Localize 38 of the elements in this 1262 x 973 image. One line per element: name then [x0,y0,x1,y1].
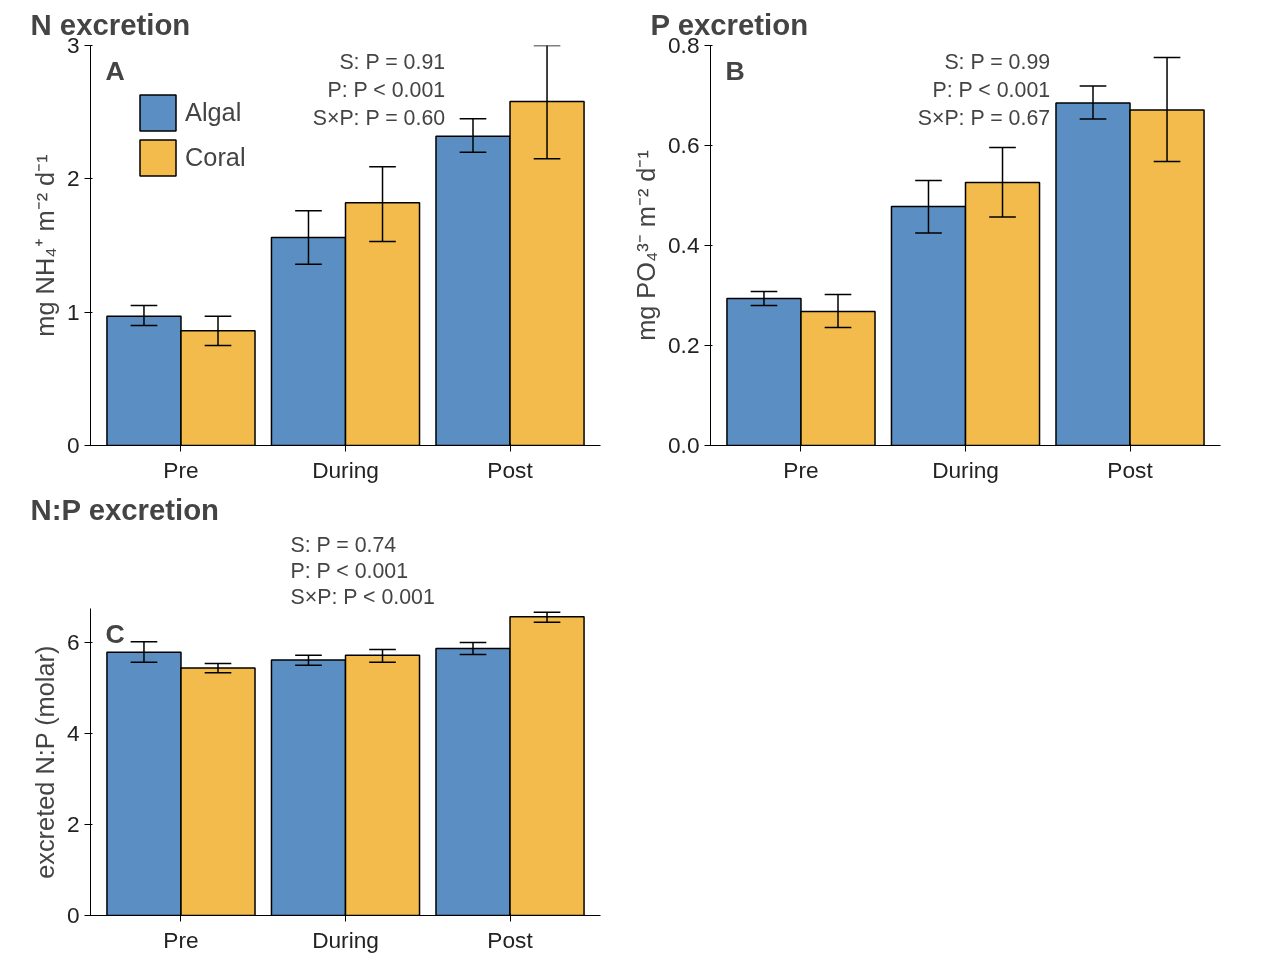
y-tick-label: 1 [66,298,80,325]
annotation: B [725,55,745,86]
x-tick-label: Pre [163,456,199,483]
y-tick-label: 2 [66,811,80,838]
x-tick-label: During [312,926,379,953]
annotation: S×P: P = 0.60 [312,105,446,130]
x-tick-label: Post [1107,456,1154,483]
x-tick-label: Pre [783,456,819,483]
y-axis-title: excreted N:P (molar) [30,645,59,879]
x-tick-label: During [932,456,999,483]
y-axis-title: mg PO₄³⁻ m⁻² d⁻¹ [632,150,660,341]
x-tick-label: Post [487,926,534,953]
legend-label: Algal [185,98,242,127]
y-tick-label: 0.0 [668,432,700,458]
y-tick-label: 6 [66,629,80,656]
annotation: S: P = 0.99 [944,49,1051,74]
y-tick-label: 0.2 [668,332,700,358]
y-axis-title: mg NH₄⁺ m⁻² d⁻¹ [30,154,59,337]
y-tick-label: 0 [66,432,80,458]
y-tick-label: 4 [66,720,80,747]
y-tick-label: 2 [66,165,80,192]
y-tick-label: 0.4 [668,232,700,258]
annotation: S×P: P = 0.67 [917,105,1051,130]
annotation: P: P < 0.001 [932,77,1051,102]
y-tick-label: 0 [66,902,80,928]
chart-title: N:P excretion [30,492,220,526]
annotation: A [105,55,125,86]
annotation: C [105,618,125,649]
x-tick-label: Pre [163,926,199,953]
annotation: P: P < 0.001 [327,77,446,102]
x-tick-label: Post [487,456,534,483]
y-tick-label: 0.6 [668,132,700,158]
x-tick-label: During [312,456,379,483]
text: S: P = 0.74 [290,532,397,557]
annotation: S: P = 0.91 [339,49,446,74]
annotation: S×P: P < 0.001 [290,584,435,609]
legend-label: Coral [185,143,246,172]
text: P: P < 0.001 [290,558,409,583]
